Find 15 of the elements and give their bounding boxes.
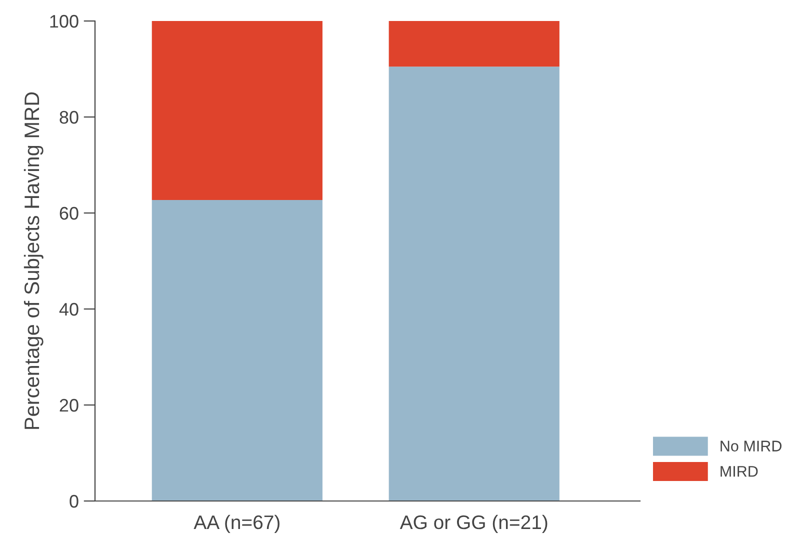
x-tick-label: AG or GG (n=21) [400,514,548,534]
y-tick-label: 40 [59,302,78,316]
bar [152,21,322,200]
bar [388,21,560,67]
y-axis-title: Percentage of Subjects Having MRD [24,92,44,429]
y-tick-label: 60 [60,206,78,220]
y-tick-label: 0 [70,494,78,508]
y-tick-label: 80 [60,110,78,124]
legend-label: MIRD [720,466,758,477]
x-tick-label: AA (n=67) [194,514,280,534]
y-tick-label: 20 [60,398,78,412]
legend-label: No MIRD [720,440,782,452]
bar [152,200,322,501]
bar [388,66,560,501]
y-tick-label: 100 [50,14,78,28]
